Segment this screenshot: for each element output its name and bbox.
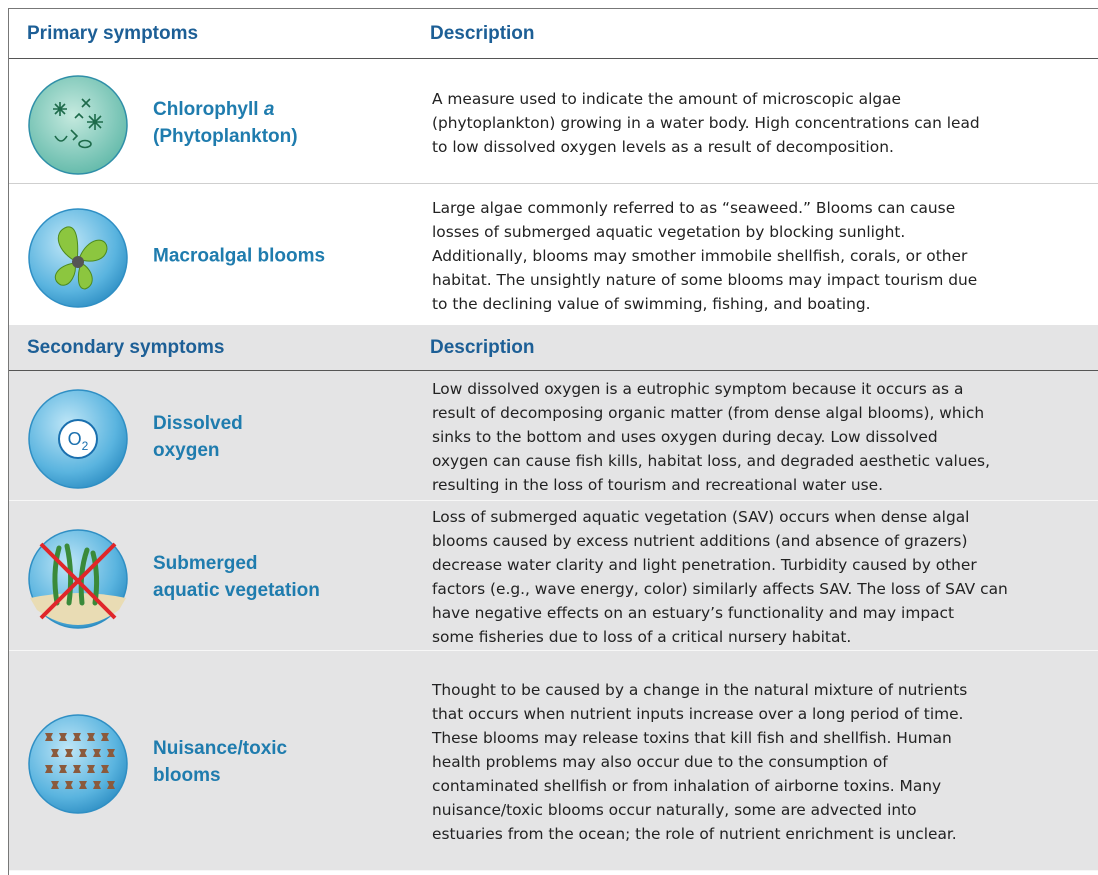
name-line: Nuisance/toxic [153, 735, 287, 762]
name-line: oxygen [153, 437, 243, 464]
description: Thought to be caused by a change in the … [432, 678, 967, 846]
description-line: factors (e.g., wave energy, color) simil… [432, 580, 1008, 598]
description: Large algae commonly referred to as “sea… [432, 196, 977, 316]
name-text: blooms [153, 765, 221, 786]
description-line: sinks to the bottom and uses oxygen duri… [432, 428, 938, 446]
table-border [8, 8, 9, 875]
description-line: Large algae commonly referred to as “sea… [432, 199, 956, 217]
header-row: Secondary symptoms Description [9, 325, 1098, 371]
name-text: oxygen [153, 440, 220, 461]
description-line: health problems may also occur due to th… [432, 753, 888, 771]
symptom-row: O2 Dissolved oxygen Low dissolved oxygen is… [9, 370, 1098, 501]
symptom-row: Chlorophyll a (Phytoplankton) A measure us… [9, 58, 1098, 184]
symptom-icon [28, 74, 128, 175]
description-line: contaminated shellfish or from inhalatio… [432, 777, 942, 795]
description-line: result of decomposing organic matter (fr… [432, 404, 985, 422]
name-line: Chlorophyll a [153, 96, 298, 123]
column-header: Description [430, 22, 535, 44]
description-line: Loss of submerged aquatic vegetation (SA… [432, 508, 970, 526]
symptom-name: Submerged aquatic vegetation [153, 550, 320, 604]
symptom-row: Submerged aquatic vegetation Loss of subme… [9, 500, 1098, 651]
icon-label-part: O [68, 429, 82, 449]
description-line: Thought to be caused by a change in the … [432, 681, 968, 699]
symptom-name: Macroalgal blooms [153, 243, 325, 270]
icon-label: O2 [68, 429, 89, 453]
description-line: nuisance/toxic blooms occur naturally, s… [432, 801, 917, 819]
description-line: oxygen can cause fish kills, habitat los… [432, 452, 990, 470]
column-header: Primary symptoms [27, 22, 199, 44]
description-line: Additionally, blooms may smother immobil… [432, 247, 968, 265]
header-row: Primary symptoms Description [9, 9, 1098, 59]
symptom-icon [28, 714, 128, 814]
description: Loss of submerged aquatic vegetation (SA… [432, 505, 1008, 649]
table-section: Primary symptoms Description Chlorophyll … [9, 9, 1098, 326]
description-line: decrease water clarity and light penetra… [432, 556, 977, 574]
description: A measure used to indicate the amount of… [432, 87, 980, 159]
symptom-row: Macroalgal blooms Large algae commonly re… [9, 183, 1098, 326]
column-header: Secondary symptoms [27, 336, 225, 358]
name-text: (Phytoplankton) [153, 125, 298, 147]
name-line: Macroalgal blooms [153, 243, 325, 270]
table-section: Secondary symptoms Description O2 Dissolve… [9, 325, 1098, 871]
symptom-name: Dissolved oxygen [153, 410, 243, 464]
description-line: resulting in the loss of tourism and rec… [432, 476, 883, 494]
description-line: blooms caused by excess nutrient additio… [432, 532, 968, 550]
symptom-row: Nuisance/toxic blooms Thought to be caused… [9, 650, 1098, 871]
name-line: blooms [153, 762, 287, 789]
name-text: Dissolved [153, 413, 243, 434]
description-line: some fisheries due to loss of a critical… [432, 628, 852, 646]
name-text: Nuisance/toxic [153, 738, 288, 759]
name-line: aquatic vegetation [153, 577, 320, 604]
symptom-icon [28, 208, 128, 308]
description-line: A measure used to indicate the amount of… [432, 89, 902, 108]
description-line: losses of submerged aquatic vegetation b… [432, 223, 906, 241]
column-header: Description [430, 336, 535, 358]
description-line: habitat. The unsightly nature of some bl… [432, 271, 978, 289]
name-text: Submerged [153, 553, 258, 574]
description-line: These blooms may release toxins that kil… [432, 729, 952, 747]
description-line: that occurs when nutrient inputs increas… [432, 705, 964, 723]
symptom-icon: O2 [28, 389, 128, 489]
symptom-name: Nuisance/toxic blooms [153, 735, 287, 789]
name-line: Dissolved [153, 410, 243, 437]
symptom-icon [28, 529, 128, 629]
name-text: aquatic vegetation [153, 580, 320, 601]
table-border [8, 8, 1098, 9]
name-text: Chlorophyll [153, 98, 264, 120]
description-line: to low dissolved oxygen levels as a resu… [432, 137, 894, 156]
name-text: a [263, 98, 275, 120]
name-line: (Phytoplankton) [153, 123, 298, 150]
description-line: (phytoplankton) growing in a water body.… [432, 113, 980, 132]
description-line: to the declining value of swimming, fish… [432, 295, 871, 313]
description-line: estuaries from the ocean; the role of nu… [432, 825, 957, 843]
icon-label-part: 2 [82, 439, 89, 453]
name-text: Macroalgal blooms [153, 245, 326, 267]
name-line: Submerged [153, 550, 320, 577]
symptom-name: Chlorophyll a (Phytoplankton) [153, 96, 298, 150]
description-line: have negative effects on an estuary’s fu… [432, 604, 955, 622]
description-line: Low dissolved oxygen is a eutrophic symp… [432, 380, 964, 398]
description: Low dissolved oxygen is a eutrophic symp… [432, 377, 990, 497]
